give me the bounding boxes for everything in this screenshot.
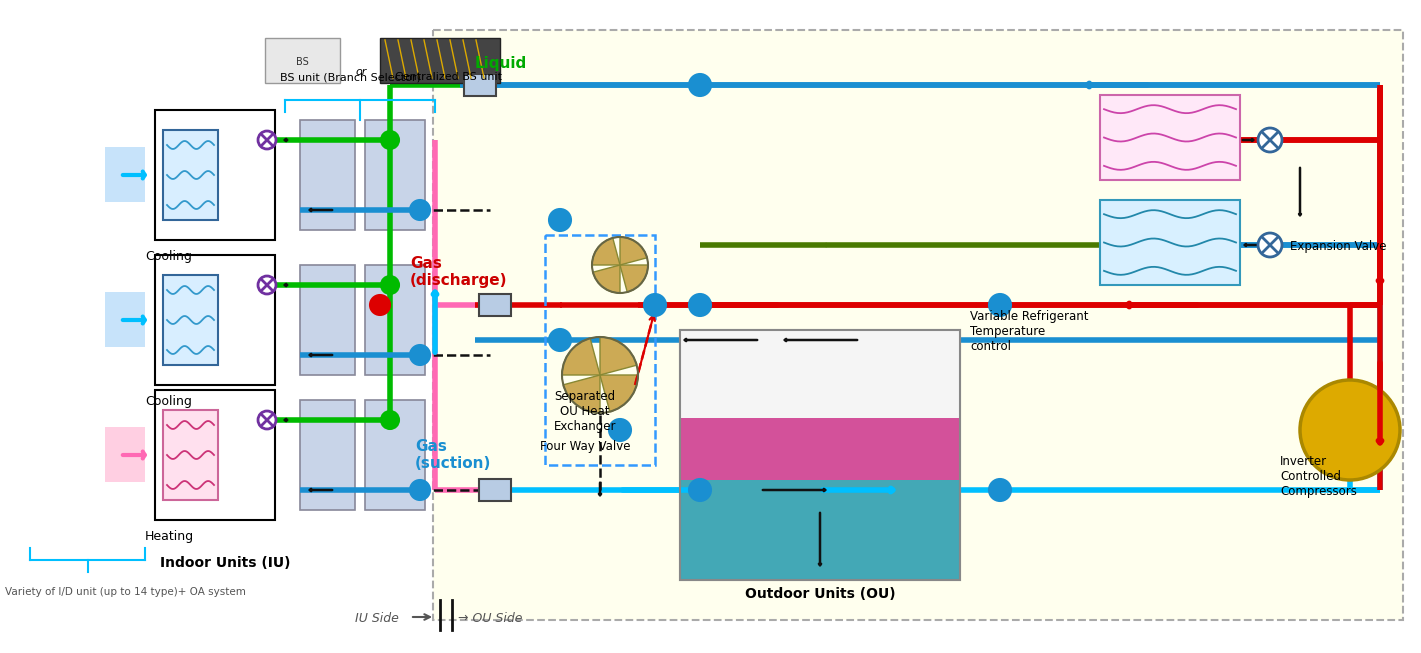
Bar — [105, 292, 145, 347]
Bar — [433, 30, 1403, 620]
Circle shape — [610, 419, 631, 441]
Bar — [105, 427, 145, 482]
Bar — [681, 330, 961, 580]
Bar — [379, 38, 500, 83]
Wedge shape — [563, 375, 600, 413]
Wedge shape — [620, 265, 648, 292]
Bar — [479, 479, 512, 501]
Bar — [155, 390, 276, 520]
Circle shape — [369, 295, 389, 315]
Bar — [681, 330, 961, 580]
Text: Centralized BS unit: Centralized BS unit — [395, 72, 502, 82]
Text: Cooling: Cooling — [145, 250, 192, 263]
Bar — [681, 417, 961, 480]
Text: Liquid: Liquid — [475, 56, 527, 71]
Text: Variable Refrigerant
Temperature
control: Variable Refrigerant Temperature control — [971, 310, 1088, 353]
Bar — [546, 235, 655, 465]
Text: BS unit (Branch Selector): BS unit (Branch Selector) — [280, 72, 421, 82]
Text: Expansion Valve: Expansion Valve — [1290, 240, 1387, 253]
Bar — [300, 120, 355, 230]
Bar — [264, 38, 340, 83]
Text: Indoor Units (IU): Indoor Units (IU) — [161, 556, 290, 570]
Bar — [155, 110, 276, 240]
Circle shape — [644, 294, 666, 316]
Wedge shape — [600, 375, 638, 411]
Circle shape — [1258, 233, 1282, 257]
Bar — [155, 255, 276, 385]
Circle shape — [411, 480, 431, 500]
Bar — [1100, 95, 1241, 180]
Bar — [105, 147, 145, 202]
Text: Variety of I/D unit (up to 14 type)+ OA system: Variety of I/D unit (up to 14 type)+ OA … — [6, 587, 246, 597]
Bar — [681, 330, 961, 417]
Bar — [365, 400, 425, 510]
Text: IU Side: IU Side — [355, 612, 399, 625]
Bar — [365, 120, 425, 230]
Text: Gas
(suction): Gas (suction) — [415, 439, 492, 471]
Circle shape — [549, 329, 571, 351]
Text: Four Way Valve: Four Way Valve — [540, 440, 631, 453]
Circle shape — [689, 294, 710, 316]
Bar — [1100, 200, 1241, 285]
Wedge shape — [593, 238, 620, 265]
Bar — [163, 275, 217, 365]
Text: Inverter
Controlled
Compressors: Inverter Controlled Compressors — [1280, 455, 1357, 498]
Bar — [300, 400, 355, 510]
Circle shape — [381, 131, 399, 149]
Circle shape — [689, 74, 710, 96]
Circle shape — [381, 276, 399, 294]
Circle shape — [259, 411, 276, 429]
Bar — [163, 410, 217, 500]
Circle shape — [989, 294, 1010, 316]
Bar — [479, 294, 512, 316]
Bar — [681, 480, 961, 580]
Text: Gas
(discharge): Gas (discharge) — [411, 255, 507, 288]
Bar — [365, 265, 425, 375]
Circle shape — [259, 131, 276, 149]
Text: Outdoor Units (OU): Outdoor Units (OU) — [745, 587, 895, 601]
Circle shape — [549, 209, 571, 231]
Text: Heating: Heating — [145, 530, 195, 543]
Bar — [465, 74, 496, 96]
Text: → OU Side: → OU Side — [458, 612, 523, 625]
Circle shape — [1300, 380, 1400, 480]
Circle shape — [1258, 128, 1282, 152]
Text: or: or — [355, 67, 367, 77]
Wedge shape — [600, 337, 637, 375]
Circle shape — [411, 345, 431, 365]
Wedge shape — [593, 265, 620, 293]
Bar — [163, 130, 217, 220]
Circle shape — [689, 479, 710, 501]
Text: Separated
OU Heat
Exchanger: Separated OU Heat Exchanger — [554, 390, 617, 433]
Wedge shape — [620, 237, 647, 265]
Circle shape — [989, 479, 1010, 501]
Text: Cooling: Cooling — [145, 395, 192, 408]
Wedge shape — [561, 338, 600, 375]
Circle shape — [259, 276, 276, 294]
Bar — [300, 265, 355, 375]
Text: BS: BS — [296, 57, 308, 67]
Circle shape — [381, 411, 399, 429]
Circle shape — [411, 200, 431, 220]
